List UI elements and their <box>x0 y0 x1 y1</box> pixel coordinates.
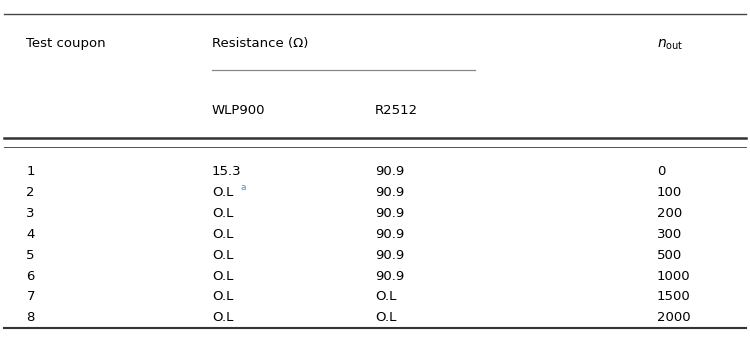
Text: 90.9: 90.9 <box>375 165 404 178</box>
Text: 2000: 2000 <box>657 311 691 324</box>
Text: 3: 3 <box>26 207 35 220</box>
Text: 1000: 1000 <box>657 270 691 283</box>
Text: 300: 300 <box>657 228 682 241</box>
Text: O.L: O.L <box>211 311 233 324</box>
Text: 4: 4 <box>26 228 34 241</box>
Text: O.L: O.L <box>375 290 397 303</box>
Text: O.L: O.L <box>211 228 233 241</box>
Text: O.L: O.L <box>211 207 233 220</box>
Text: 5: 5 <box>26 249 35 261</box>
Text: O.L: O.L <box>211 290 233 303</box>
Text: 2: 2 <box>26 186 35 199</box>
Text: O.L: O.L <box>211 186 233 199</box>
Text: 90.9: 90.9 <box>375 207 404 220</box>
Text: $n_{\mathregular{out}}$: $n_{\mathregular{out}}$ <box>657 37 683 52</box>
Text: Resistance (Ω): Resistance (Ω) <box>211 37 308 50</box>
Text: 15.3: 15.3 <box>211 165 242 178</box>
Text: 200: 200 <box>657 207 682 220</box>
Text: a: a <box>240 183 245 192</box>
Text: 7: 7 <box>26 290 35 303</box>
Text: 500: 500 <box>657 249 682 261</box>
Text: O.L: O.L <box>375 311 397 324</box>
Text: O.L: O.L <box>211 270 233 283</box>
Text: WLP900: WLP900 <box>211 104 266 117</box>
Text: 8: 8 <box>26 311 34 324</box>
Text: 90.9: 90.9 <box>375 186 404 199</box>
Text: 1: 1 <box>26 165 35 178</box>
Text: R2512: R2512 <box>375 104 419 117</box>
Text: 1500: 1500 <box>657 290 691 303</box>
Text: Test coupon: Test coupon <box>26 37 106 50</box>
Text: 90.9: 90.9 <box>375 249 404 261</box>
Text: O.L: O.L <box>211 249 233 261</box>
Text: 90.9: 90.9 <box>375 270 404 283</box>
Text: 90.9: 90.9 <box>375 228 404 241</box>
Text: 6: 6 <box>26 270 34 283</box>
Text: 0: 0 <box>657 165 665 178</box>
Text: 100: 100 <box>657 186 682 199</box>
